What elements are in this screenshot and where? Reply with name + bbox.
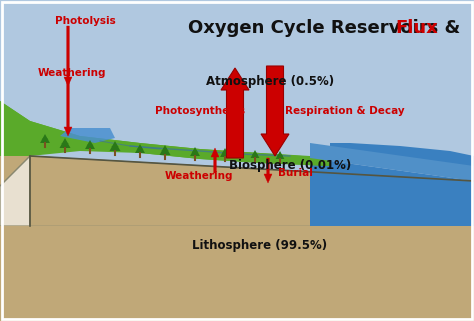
- Text: Burial: Burial: [278, 168, 313, 178]
- FancyArrow shape: [221, 68, 249, 158]
- Polygon shape: [137, 147, 144, 149]
- Polygon shape: [85, 140, 95, 149]
- Polygon shape: [190, 147, 200, 156]
- Text: Oxygen Cycle Reservoirs &: Oxygen Cycle Reservoirs &: [188, 19, 466, 37]
- Text: Lithosphere (99.5%): Lithosphere (99.5%): [192, 239, 328, 253]
- Polygon shape: [60, 138, 71, 148]
- Text: Biosphere (0.01%): Biosphere (0.01%): [229, 160, 351, 172]
- Text: Photosynthesis: Photosynthesis: [155, 106, 245, 116]
- Polygon shape: [87, 143, 93, 145]
- Polygon shape: [221, 151, 228, 153]
- Polygon shape: [111, 144, 119, 147]
- Polygon shape: [61, 141, 69, 144]
- Polygon shape: [109, 141, 120, 151]
- Bar: [0, 156, 30, 321]
- Polygon shape: [135, 144, 145, 153]
- Polygon shape: [275, 151, 284, 159]
- Polygon shape: [40, 134, 50, 143]
- Polygon shape: [0, 156, 30, 226]
- Polygon shape: [60, 128, 115, 143]
- Polygon shape: [220, 148, 230, 157]
- Polygon shape: [42, 137, 48, 139]
- Polygon shape: [277, 153, 283, 156]
- Text: Flux: Flux: [395, 19, 438, 37]
- Polygon shape: [310, 158, 474, 226]
- Polygon shape: [330, 143, 474, 181]
- FancyArrow shape: [64, 81, 72, 136]
- Polygon shape: [30, 156, 474, 226]
- Polygon shape: [191, 150, 199, 152]
- Text: Photolysis: Photolysis: [55, 16, 116, 26]
- FancyArrow shape: [211, 148, 219, 173]
- Polygon shape: [252, 152, 258, 155]
- FancyArrow shape: [64, 26, 72, 86]
- Polygon shape: [0, 101, 330, 166]
- FancyArrow shape: [261, 66, 289, 156]
- Text: Atmosphere (0.5%): Atmosphere (0.5%): [206, 74, 334, 88]
- Polygon shape: [310, 143, 474, 181]
- Polygon shape: [251, 150, 259, 158]
- FancyArrow shape: [264, 158, 272, 183]
- Text: Respiration & Decay: Respiration & Decay: [285, 106, 405, 116]
- Polygon shape: [161, 148, 169, 151]
- Bar: [0, 226, 474, 321]
- Polygon shape: [159, 145, 171, 155]
- Text: Weathering: Weathering: [165, 171, 234, 181]
- Polygon shape: [0, 101, 330, 166]
- Text: Weathering: Weathering: [38, 68, 107, 78]
